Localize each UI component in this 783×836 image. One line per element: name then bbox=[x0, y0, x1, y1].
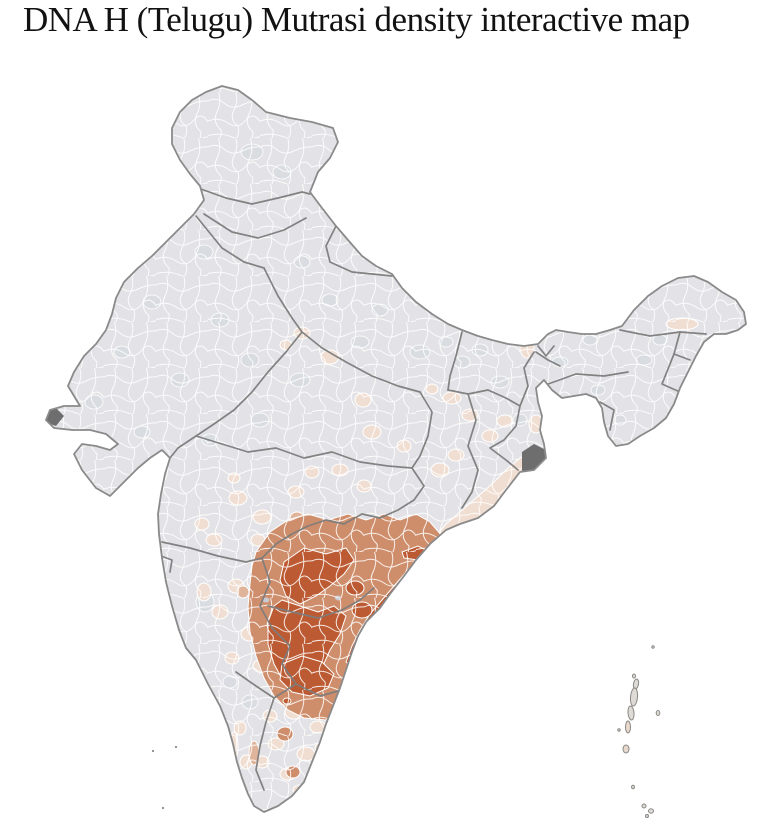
lakshadweep-islands[interactable] bbox=[151, 745, 178, 810]
island[interactable] bbox=[631, 784, 635, 790]
andaman-nicobar-islands[interactable] bbox=[617, 645, 661, 818]
island[interactable] bbox=[151, 749, 155, 753]
district[interactable] bbox=[450, 532, 470, 548]
island[interactable] bbox=[632, 673, 636, 679]
island[interactable] bbox=[622, 744, 630, 754]
island[interactable] bbox=[645, 814, 649, 818]
island[interactable] bbox=[641, 803, 647, 809]
island[interactable] bbox=[627, 705, 635, 721]
island[interactable] bbox=[161, 806, 165, 810]
state-borders bbox=[160, 187, 707, 791]
island[interactable] bbox=[648, 808, 654, 814]
sundarbans-delta bbox=[522, 444, 550, 489]
district-borders-overlay bbox=[46, 86, 746, 812]
island[interactable] bbox=[655, 710, 661, 716]
island[interactable] bbox=[625, 720, 631, 734]
island[interactable] bbox=[629, 687, 639, 707]
island[interactable] bbox=[617, 728, 621, 732]
island[interactable] bbox=[651, 645, 655, 649]
island[interactable] bbox=[174, 745, 178, 749]
district[interactable] bbox=[344, 715, 360, 729]
island[interactable] bbox=[632, 678, 640, 690]
district[interactable] bbox=[333, 700, 353, 716]
page-title: DNA H (Telugu) Mutrasi density interacti… bbox=[23, 0, 690, 39]
